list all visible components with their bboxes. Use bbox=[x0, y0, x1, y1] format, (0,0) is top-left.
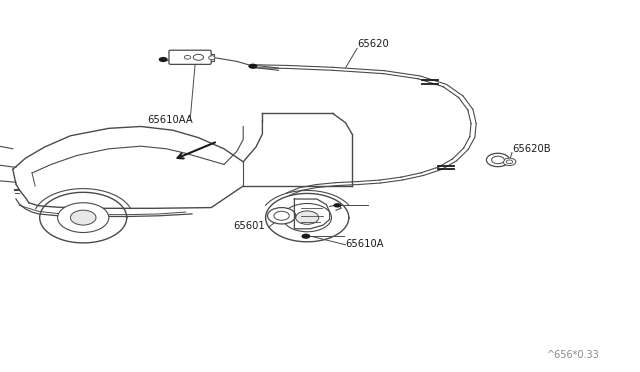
Circle shape bbox=[283, 203, 332, 232]
Circle shape bbox=[301, 234, 310, 239]
Circle shape bbox=[296, 211, 319, 224]
Circle shape bbox=[333, 203, 341, 208]
Circle shape bbox=[193, 54, 204, 60]
FancyBboxPatch shape bbox=[169, 50, 211, 64]
Circle shape bbox=[486, 153, 509, 167]
Circle shape bbox=[274, 211, 289, 220]
Circle shape bbox=[503, 158, 516, 166]
Circle shape bbox=[506, 160, 513, 164]
Circle shape bbox=[58, 203, 109, 232]
Circle shape bbox=[268, 208, 296, 224]
Circle shape bbox=[209, 56, 215, 60]
Circle shape bbox=[159, 57, 168, 62]
Text: ^656*0.33: ^656*0.33 bbox=[547, 350, 600, 360]
Text: 65610AA: 65610AA bbox=[147, 115, 193, 125]
Text: 65620B: 65620B bbox=[512, 144, 550, 154]
Circle shape bbox=[184, 55, 191, 59]
Text: 65620: 65620 bbox=[357, 39, 389, 49]
Text: 65601: 65601 bbox=[234, 221, 266, 231]
Circle shape bbox=[492, 156, 504, 164]
Circle shape bbox=[248, 64, 257, 69]
Text: 65610A: 65610A bbox=[346, 239, 384, 249]
Circle shape bbox=[70, 210, 96, 225]
